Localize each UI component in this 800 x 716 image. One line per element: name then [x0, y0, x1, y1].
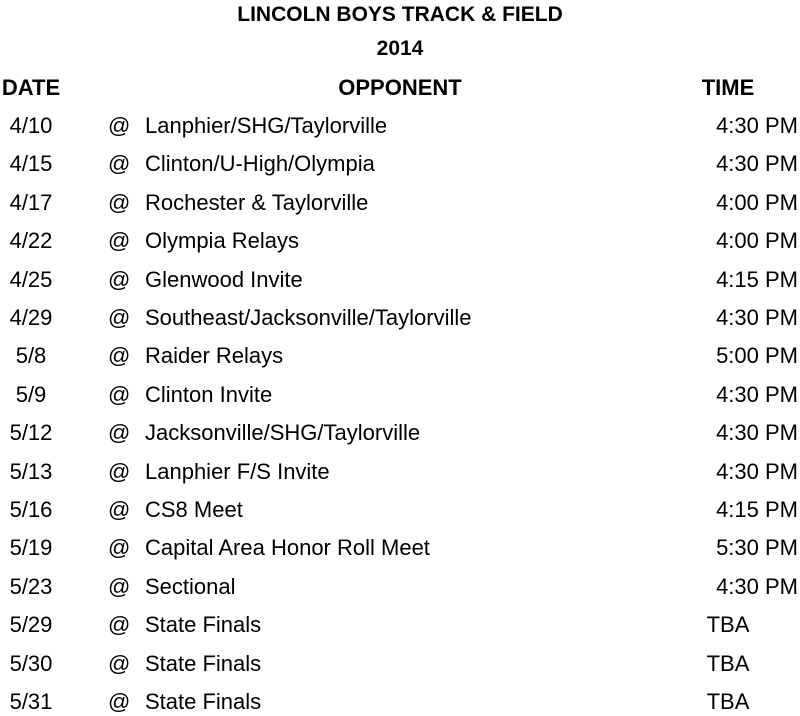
at-symbol: @: [108, 343, 131, 368]
schedule-row: 4/29 @ Southeast/Jacksonville/Taylorville 4…: [0, 305, 800, 331]
schedule-row: 5/16 @ CS8 Meet 4:15 PM: [0, 497, 800, 523]
time-cell: 4:15 PM: [716, 267, 798, 292]
schedule-row: 4/25 @ Glenwood Invite 4:15 PM: [0, 267, 800, 293]
date-cell: 5/9: [15, 382, 47, 407]
schedule-row: 4/15 @ Clinton/U-High/Olympia 4:30 PM: [0, 151, 800, 177]
date-cell: 4/17: [9, 190, 53, 215]
schedule-row: 5/29 @ State Finals TBA: [0, 612, 800, 638]
time-cell: TBA: [706, 689, 750, 714]
schedule-row: 5/13 @ Lanphier F/S Invite 4:30 PM: [0, 459, 800, 485]
opponent-cell: Clinton/U-High/Olympia: [145, 151, 375, 176]
at-symbol: @: [108, 151, 131, 176]
date-cell: 5/23: [9, 574, 53, 599]
time-cell: 5:30 PM: [716, 535, 798, 560]
date-cell: 4/25: [9, 267, 53, 292]
date-cell: 5/16: [9, 497, 53, 522]
document-title: LINCOLN BOYS TRACK & FIELD: [237, 3, 563, 26]
date-cell: 5/12: [9, 420, 53, 445]
schedule-row: 5/30 @ State Finals TBA: [0, 651, 800, 677]
date-cell: 4/22: [9, 228, 53, 253]
time-cell: TBA: [706, 612, 750, 637]
at-symbol: @: [108, 612, 131, 637]
at-symbol: @: [108, 459, 131, 484]
at-symbol: @: [108, 190, 131, 215]
schedule-row: 4/17 @ Rochester & Taylorville 4:00 PM: [0, 190, 800, 216]
date-cell: 5/30: [9, 651, 53, 676]
time-cell: 4:30 PM: [716, 459, 798, 484]
time-cell: TBA: [706, 651, 750, 676]
date-cell: 4/10: [9, 113, 53, 138]
schedule-row: 5/23 @ Sectional 4:30 PM: [0, 574, 800, 600]
date-cell: 4/29: [9, 305, 53, 330]
opponent-cell: Glenwood Invite: [145, 267, 303, 292]
time-cell: 4:30 PM: [716, 113, 798, 138]
schedule-row: 5/12 @ Jacksonville/SHG/Taylorville 4:30 PM: [0, 420, 800, 446]
time-cell: 5:00 PM: [716, 343, 798, 368]
opponent-cell: Jacksonville/SHG/Taylorville: [145, 420, 421, 445]
time-cell: 4:00 PM: [716, 190, 798, 215]
opponent-cell: CS8 Meet: [145, 497, 243, 522]
opponent-cell: Lanphier/SHG/Taylorville: [145, 113, 388, 138]
at-symbol: @: [108, 651, 131, 676]
opponent-cell: Raider Relays: [145, 343, 284, 368]
opponent-cell: State Finals: [145, 689, 262, 714]
at-symbol: @: [108, 305, 131, 330]
opponent-cell: Clinton Invite: [145, 382, 273, 407]
time-cell: 4:15 PM: [716, 497, 798, 522]
date-cell: 5/19: [9, 535, 53, 560]
header-date: DATE: [1, 75, 61, 100]
at-symbol: @: [108, 574, 131, 599]
at-symbol: @: [108, 497, 131, 522]
time-cell: 4:30 PM: [716, 574, 798, 599]
at-symbol: @: [108, 420, 131, 445]
date-cell: 5/31: [9, 689, 53, 714]
header-opponent: OPPONENT: [338, 75, 462, 100]
document-year: 2014: [376, 37, 424, 60]
time-cell: 4:30 PM: [716, 151, 798, 176]
opponent-cell: State Finals: [145, 651, 262, 676]
time-cell: 4:30 PM: [716, 382, 798, 407]
at-symbol: @: [108, 267, 131, 292]
schedule-row: 4/10 @ Lanphier/SHG/Taylorville 4:30 PM: [0, 113, 800, 139]
opponent-cell: State Finals: [145, 612, 262, 637]
date-cell: 4/15: [9, 151, 53, 176]
schedule-row: 5/31 @ State Finals TBA: [0, 689, 800, 715]
header-time: TIME: [701, 75, 755, 100]
schedule-row: 5/19 @ Capital Area Honor Roll Meet 5:30 PM: [0, 535, 800, 561]
schedule-row: 4/22 @ Olympia Relays 4:00 PM: [0, 228, 800, 254]
at-symbol: @: [108, 535, 131, 560]
time-cell: 4:00 PM: [716, 228, 798, 253]
time-cell: 4:30 PM: [716, 420, 798, 445]
schedule-row: 5/8 @ Raider Relays 5:00 PM: [0, 343, 800, 369]
opponent-cell: Capital Area Honor Roll Meet: [145, 535, 430, 560]
date-cell: 5/8: [15, 343, 47, 368]
time-cell: 4:30 PM: [716, 305, 798, 330]
at-symbol: @: [108, 113, 131, 138]
date-cell: 5/29: [9, 612, 53, 637]
opponent-cell: Lanphier F/S Invite: [145, 459, 330, 484]
opponent-cell: Sectional: [145, 574, 236, 599]
schedule-row: 5/9 @ Clinton Invite 4:30 PM: [0, 382, 800, 408]
opponent-cell: Southeast/Jacksonville/Taylorville: [145, 305, 472, 330]
at-symbol: @: [108, 228, 131, 253]
date-cell: 5/13: [9, 459, 53, 484]
opponent-cell: Rochester & Taylorville: [145, 190, 369, 215]
at-symbol: @: [108, 382, 131, 407]
opponent-cell: Olympia Relays: [145, 228, 300, 253]
at-symbol: @: [108, 689, 131, 714]
